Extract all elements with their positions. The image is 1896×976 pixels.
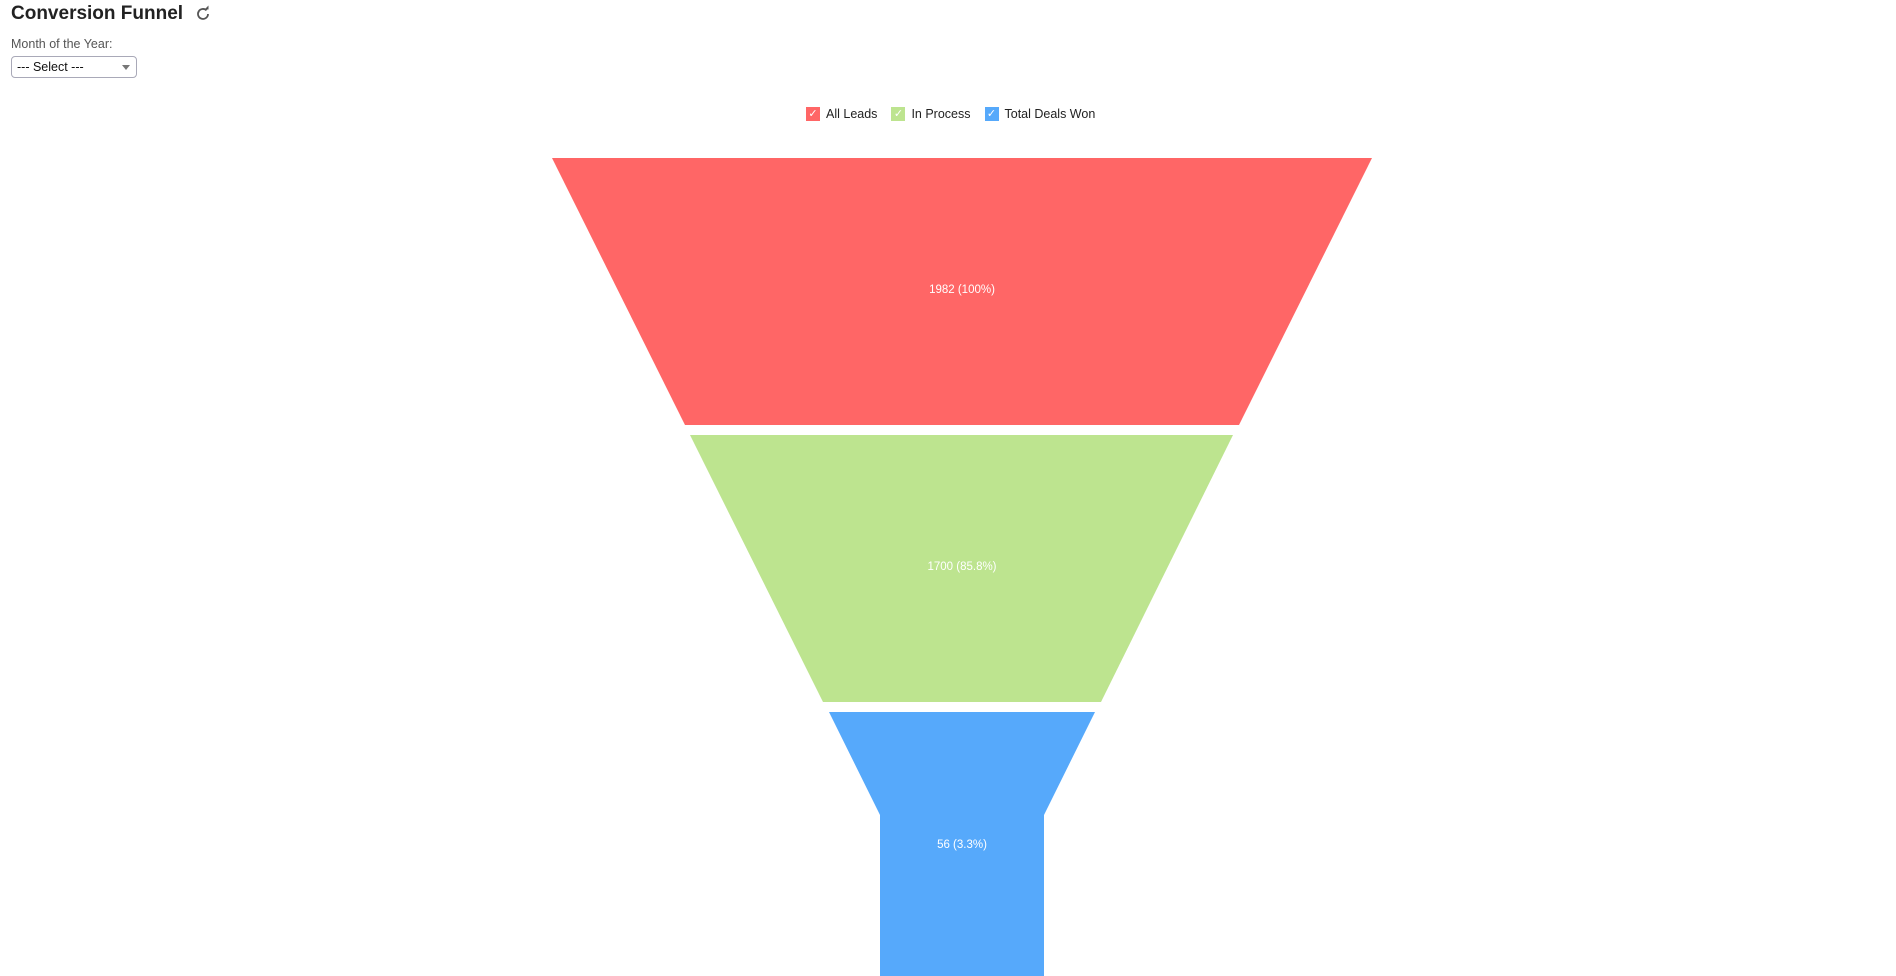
legend-item[interactable]: ✓ All Leads — [806, 107, 877, 121]
legend-item[interactable]: ✓ Total Deals Won — [984, 107, 1096, 121]
data-label: 56 (3.3%) — [937, 839, 987, 851]
checkbox-icon[interactable]: ✓ — [891, 107, 906, 121]
legend-label: In Process — [911, 107, 971, 121]
funnel-segment-all-leads[interactable] — [552, 158, 1372, 425]
legend-label: All Leads — [826, 107, 878, 121]
month-select-value: --- Select --- — [17, 60, 84, 74]
chart-legend: ✓ All Leads ✓ In Process ✓ Total Deals Won — [806, 107, 1095, 121]
legend-item[interactable]: ✓ In Process — [891, 107, 971, 121]
checkbox-icon[interactable]: ✓ — [984, 107, 999, 121]
chevron-down-icon — [122, 65, 130, 70]
data-label: 1982 (100%) — [929, 284, 995, 296]
checkbox-icon[interactable]: ✓ — [806, 107, 820, 121]
legend-label: Total Deals Won — [1004, 107, 1096, 121]
funnel-segment-total-deals-won[interactable] — [829, 712, 1095, 976]
page-title: Conversion Funnel — [11, 3, 184, 24]
month-select[interactable]: --- Select --- — [11, 56, 137, 78]
data-label: 1700 (85.8%) — [927, 561, 996, 573]
funnel-segment-in-process[interactable] — [690, 435, 1233, 702]
month-filter-label: Month of the Year: — [11, 37, 113, 51]
refresh-icon[interactable] — [193, 4, 213, 24]
